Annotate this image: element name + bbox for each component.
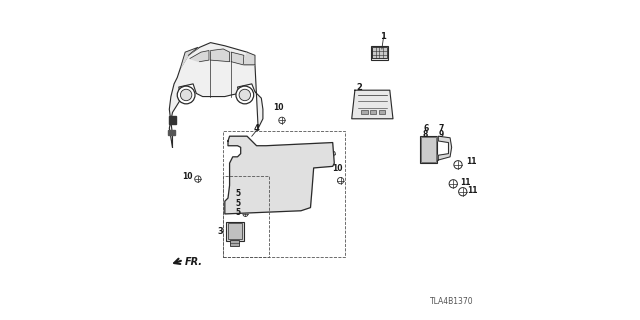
Polygon shape (180, 47, 198, 68)
Polygon shape (190, 51, 209, 62)
Polygon shape (225, 136, 334, 214)
Circle shape (180, 89, 192, 101)
Circle shape (239, 89, 250, 101)
Bar (370, 110, 376, 114)
Text: 5: 5 (236, 199, 241, 208)
Bar (420, 136, 437, 163)
Text: 4: 4 (253, 124, 259, 133)
Text: 10: 10 (273, 103, 284, 112)
Text: 2: 2 (356, 83, 363, 92)
Bar (421, 137, 436, 162)
Circle shape (236, 86, 253, 104)
Polygon shape (352, 90, 393, 119)
Bar (168, 130, 175, 135)
Text: 11: 11 (466, 157, 476, 166)
Text: 5: 5 (236, 189, 241, 198)
Text: 8: 8 (423, 130, 428, 139)
Text: FR.: FR. (185, 257, 203, 267)
Polygon shape (211, 49, 230, 62)
Text: 7: 7 (439, 124, 444, 133)
Bar (361, 110, 367, 114)
Text: 5: 5 (236, 208, 241, 218)
Text: 6: 6 (423, 124, 428, 133)
Text: 11: 11 (460, 178, 470, 187)
Polygon shape (170, 43, 263, 147)
Text: 10: 10 (182, 172, 193, 181)
Polygon shape (244, 52, 255, 65)
Bar (230, 240, 239, 246)
Text: 9: 9 (439, 130, 444, 139)
Bar (228, 223, 243, 239)
Text: 3: 3 (217, 227, 223, 236)
Bar (223, 176, 269, 257)
Bar (372, 47, 387, 59)
Bar (379, 110, 385, 114)
Circle shape (177, 86, 195, 104)
Text: 1: 1 (381, 32, 387, 41)
Bar (371, 46, 388, 60)
Text: 11: 11 (467, 186, 478, 195)
Polygon shape (231, 52, 244, 65)
Bar (170, 116, 176, 124)
Bar (227, 222, 244, 241)
Bar (223, 132, 346, 257)
Polygon shape (438, 136, 452, 160)
Text: TLA4B1370: TLA4B1370 (430, 297, 474, 306)
Text: 10: 10 (332, 164, 342, 173)
